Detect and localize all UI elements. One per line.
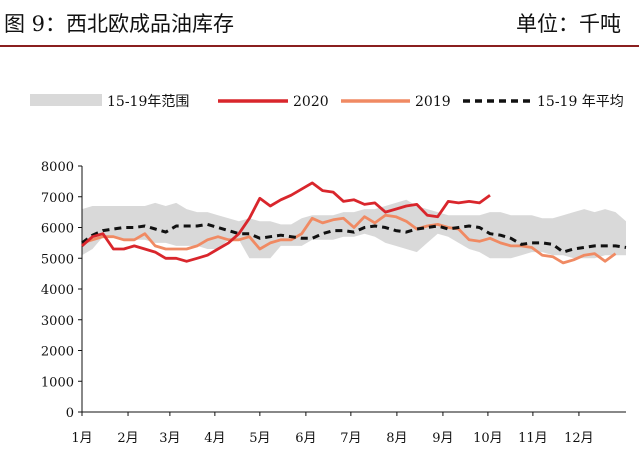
- y-tick-label: 5000: [41, 252, 74, 267]
- x-tick-label: 6月: [295, 431, 316, 446]
- x-tick-label: 1月: [71, 431, 92, 446]
- legend-label-2020: 2020: [293, 94, 329, 110]
- y-tick-label: 0: [66, 406, 74, 421]
- legend: 15-19年范围 2020 2019 15-19 年平均: [30, 93, 624, 110]
- x-tick-label: 11月: [518, 431, 548, 446]
- header-divider: [0, 45, 639, 47]
- x-tick-label: 8月: [386, 431, 407, 446]
- x-tick-label: 7月: [340, 431, 361, 446]
- y-tick-label: 3000: [41, 314, 74, 329]
- x-tick-label: 2月: [117, 431, 138, 446]
- series-line-2019: [81, 213, 617, 265]
- series-line-2020: [81, 181, 491, 263]
- x-tick-label: 9月: [432, 431, 453, 446]
- series-line-average: [81, 222, 627, 254]
- y-tick-label: 6000: [41, 222, 74, 237]
- legend-label-2019: 2019: [415, 94, 451, 110]
- legend-label-range: 15-19年范围: [107, 93, 189, 110]
- x-tick-label: 5月: [249, 431, 270, 446]
- unit-label: 单位：千吨: [516, 12, 621, 36]
- x-tick-label: 12月: [564, 431, 594, 446]
- legend-swatch-range: [30, 94, 102, 106]
- range-band: [82, 199, 626, 259]
- y-tick-label: 8000: [41, 160, 74, 175]
- x-tick-label: 3月: [159, 431, 180, 446]
- y-tick-label: 2000: [41, 345, 74, 360]
- y-tick-label: 7000: [41, 191, 74, 206]
- chart-header: 图 9：西北欧成品油库存 单位：千吨: [0, 0, 639, 47]
- x-tick-label: 10月: [473, 431, 503, 446]
- y-tick-label: 1000: [41, 375, 74, 390]
- y-tick-label: 4000: [41, 283, 74, 298]
- legend-label-average: 15-19 年平均: [537, 94, 624, 110]
- chart-title: 图 9：西北欧成品油库存: [4, 12, 235, 36]
- x-tick-label: 4月: [204, 431, 225, 446]
